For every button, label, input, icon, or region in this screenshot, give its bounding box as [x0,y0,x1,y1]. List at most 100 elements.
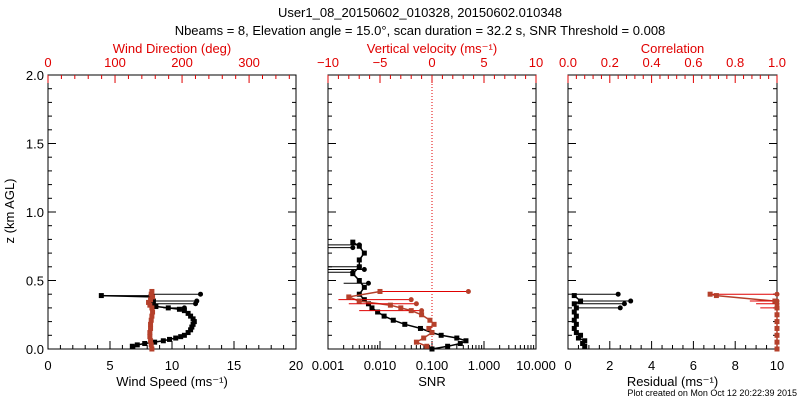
x-tick-label: 20 [289,358,303,373]
data-point [377,288,383,294]
top-x-axis-label: Correlation [641,41,705,56]
data-point [190,321,196,327]
top-x-tick-label: −5 [373,55,388,70]
top-x-tick-label: 0 [428,55,435,70]
x-tick-label: 0.100 [416,358,449,373]
data-point [431,321,437,327]
data-point [185,310,191,316]
data-point [390,317,396,323]
data-point [142,341,148,347]
data-point [573,313,579,319]
data-point [426,325,432,331]
data-point [774,305,780,311]
data-point [419,312,425,318]
data-point [408,308,414,314]
outlier-point [465,288,471,294]
data-point [178,334,184,340]
data-point [361,284,367,290]
x-tick-label: 4 [648,358,655,373]
data-point [185,330,191,336]
data-point [774,325,780,331]
y-tick-label: 1.0 [26,205,44,220]
data-point [149,288,155,294]
x-tick-label: 1.000 [468,358,501,373]
data-point [150,309,156,315]
data-point [387,302,393,308]
data-point [181,308,187,314]
data-point [369,305,375,311]
data-point [356,264,362,270]
data-point [148,321,154,327]
top-x-tick-label: 1.0 [768,55,786,70]
data-point [774,312,780,318]
data-point [147,330,153,336]
top-x-tick-label: 0.8 [726,55,744,70]
outlier-point [615,291,621,297]
data-point [346,294,352,300]
x-tick-label: 10.000 [516,358,556,373]
data-point [571,301,577,307]
data-point [578,332,584,338]
outlier-point [617,305,623,311]
x-tick-label: 5 [106,358,113,373]
data-point [350,271,356,277]
data-point [98,293,104,299]
top-x-tick-label: 0.6 [684,55,702,70]
data-point [361,250,367,256]
panel-2: 0.001 0.010 0.100 1.000 10.000 SNR −10 −5 0 5 10 Ve… [312,41,556,389]
data-point [181,332,187,338]
outlier-point [628,298,634,304]
data-point [149,346,155,352]
series-line [709,293,778,349]
data-point [463,338,469,344]
data-point [356,291,362,297]
top-x-tick-label: 200 [171,55,193,70]
data-point [571,325,577,331]
outlier-point [419,308,425,314]
y-tick-label: 1.5 [26,137,44,152]
data-point [160,338,166,344]
x-tick-label: 10 [165,358,179,373]
series-line [351,241,469,350]
data-point [575,335,581,341]
data-point [398,305,404,311]
top-x-axis-label: Vertical velocity (ms⁻¹) [367,41,497,56]
data-point [578,298,584,304]
y-tick-label: 0.0 [26,342,44,357]
series-correlation [707,291,780,352]
data-point [580,341,586,347]
outlier-point [193,301,199,307]
data-point [413,339,419,345]
top-x-tick-label: 5 [480,55,487,70]
top-x-tick-label: 300 [238,55,260,70]
series-vertical-velocity [338,288,471,349]
data-point [571,309,577,315]
data-point [772,298,778,304]
x-tick-label: 8 [732,358,739,373]
data-point [190,316,196,322]
data-point [129,343,135,349]
x-tick-label: 2 [606,358,613,373]
top-x-tick-label: 100 [104,55,126,70]
data-point [148,297,154,303]
data-point [134,342,140,348]
y-axis-label: z (km AGL) [2,178,17,243]
data-point [707,291,713,297]
data-point [424,343,430,349]
data-point [191,319,197,325]
x-axis-label: Residual (ms⁻¹) [627,374,718,389]
top-x-tick-label: 0.4 [643,55,661,70]
data-point [148,342,154,348]
figure-title: User1_08_20150602_010328, 20150602.01034… [278,5,562,20]
data-point [150,298,156,304]
top-x-tick-label: −10 [317,55,339,70]
plot-created-footer: Plot created on Mon Oct 12 20:22:39 2015 [627,388,797,398]
series-wind-direction [146,288,156,352]
data-point [713,293,719,299]
x-tick-label: 10 [770,358,784,373]
data-point [571,317,577,323]
data-point [173,335,179,341]
data-point [148,291,154,297]
